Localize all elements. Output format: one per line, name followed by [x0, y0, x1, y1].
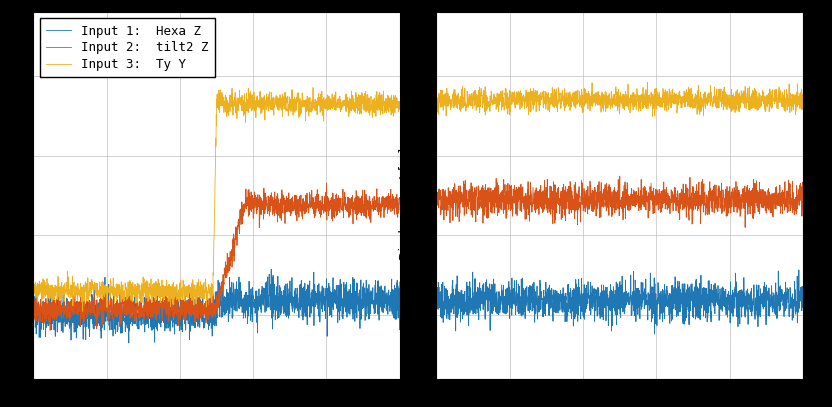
- Line: Input 1:  Hexa Z: Input 1: Hexa Z: [33, 269, 399, 343]
- Line: Input 2:  tilt2 Z: Input 2: tilt2 Z: [33, 184, 399, 330]
- Input 1:  Hexa Z: (0.788, 0.0361): Hexa Z: (0.788, 0.0361): [317, 284, 327, 289]
- Input 3:  Ty Y: (0.971, 0.272): Ty Y: (0.971, 0.272): [384, 96, 394, 101]
- Input 3:  Ty Y: (0.135, 0.00448): Ty Y: (0.135, 0.00448): [77, 309, 87, 314]
- Input 2:  tilt2 Z: (0.487, 0.0137): tilt2 Z: (0.487, 0.0137): [206, 302, 216, 306]
- Input 2:  tilt2 Z: (1, 0.145): tilt2 Z: (1, 0.145): [394, 197, 404, 202]
- Input 1:  Hexa Z: (1, 0.041): Hexa Z: (1, 0.041): [394, 280, 404, 284]
- Input 3:  Ty Y: (0.763, 0.285): Ty Y: (0.763, 0.285): [308, 85, 318, 90]
- Input 1:  Hexa Z: (0, -0.00246): Hexa Z: (0, -0.00246): [28, 314, 38, 319]
- Input 2:  tilt2 Z: (0.046, -0.0194): tilt2 Z: (0.046, -0.0194): [45, 328, 55, 333]
- Input 1:  Hexa Z: (0.487, 0.00996): Hexa Z: (0.487, 0.00996): [206, 304, 216, 309]
- Input 2:  tilt2 Z: (0.46, -0.00151): tilt2 Z: (0.46, -0.00151): [197, 313, 207, 318]
- Input 3:  Ty Y: (0.487, 0.0291): Ty Y: (0.487, 0.0291): [206, 289, 216, 294]
- Line: Input 3:  Ty Y: Input 3: Ty Y: [33, 88, 399, 311]
- Input 1:  Hexa Z: (0.972, 0.0148): Hexa Z: (0.972, 0.0148): [384, 300, 394, 305]
- Input 2:  tilt2 Z: (0.972, 0.149): tilt2 Z: (0.972, 0.149): [384, 194, 394, 199]
- Input 3:  Ty Y: (0.788, 0.257): Ty Y: (0.788, 0.257): [317, 108, 327, 113]
- Input 1:  Hexa Z: (0.261, -0.0354): Hexa Z: (0.261, -0.0354): [124, 341, 134, 346]
- Input 1:  Hexa Z: (0.051, -0.000392): Hexa Z: (0.051, -0.000392): [47, 313, 57, 317]
- Input 3:  Ty Y: (0.46, 0.0261): Ty Y: (0.46, 0.0261): [197, 291, 207, 296]
- Input 1:  Hexa Z: (0.46, -0.00695): Hexa Z: (0.46, -0.00695): [197, 318, 207, 323]
- Input 3:  Ty Y: (1, 0.266): Ty Y: (1, 0.266): [394, 101, 404, 105]
- Text: Displacement [m]: Displacement [m]: [399, 147, 412, 260]
- Input 2:  tilt2 Z: (0, 0.00337): tilt2 Z: (0, 0.00337): [28, 310, 38, 315]
- Input 1:  Hexa Z: (0.649, 0.0571): Hexa Z: (0.649, 0.0571): [266, 267, 276, 272]
- Input 3:  Ty Y: (0, 0.0381): Ty Y: (0, 0.0381): [28, 282, 38, 287]
- Input 2:  tilt2 Z: (0.0515, 0.0142): tilt2 Z: (0.0515, 0.0142): [47, 301, 57, 306]
- Input 2:  tilt2 Z: (0.8, 0.165): tilt2 Z: (0.8, 0.165): [322, 181, 332, 186]
- Input 2:  tilt2 Z: (0.788, 0.148): tilt2 Z: (0.788, 0.148): [317, 195, 327, 199]
- Legend: Input 1:  Hexa Z, Input 2:  tilt2 Z, Input 3:  Ty Y: Input 1: Hexa Z, Input 2: tilt2 Z, Input…: [40, 18, 215, 77]
- Input 3:  Ty Y: (0.972, 0.265): Ty Y: (0.972, 0.265): [384, 101, 394, 106]
- Input 2:  tilt2 Z: (0.971, 0.141): tilt2 Z: (0.971, 0.141): [384, 200, 394, 205]
- Input 1:  Hexa Z: (0.971, 0.024): Hexa Z: (0.971, 0.024): [384, 293, 394, 298]
- Input 3:  Ty Y: (0.051, 0.0169): Ty Y: (0.051, 0.0169): [47, 299, 57, 304]
